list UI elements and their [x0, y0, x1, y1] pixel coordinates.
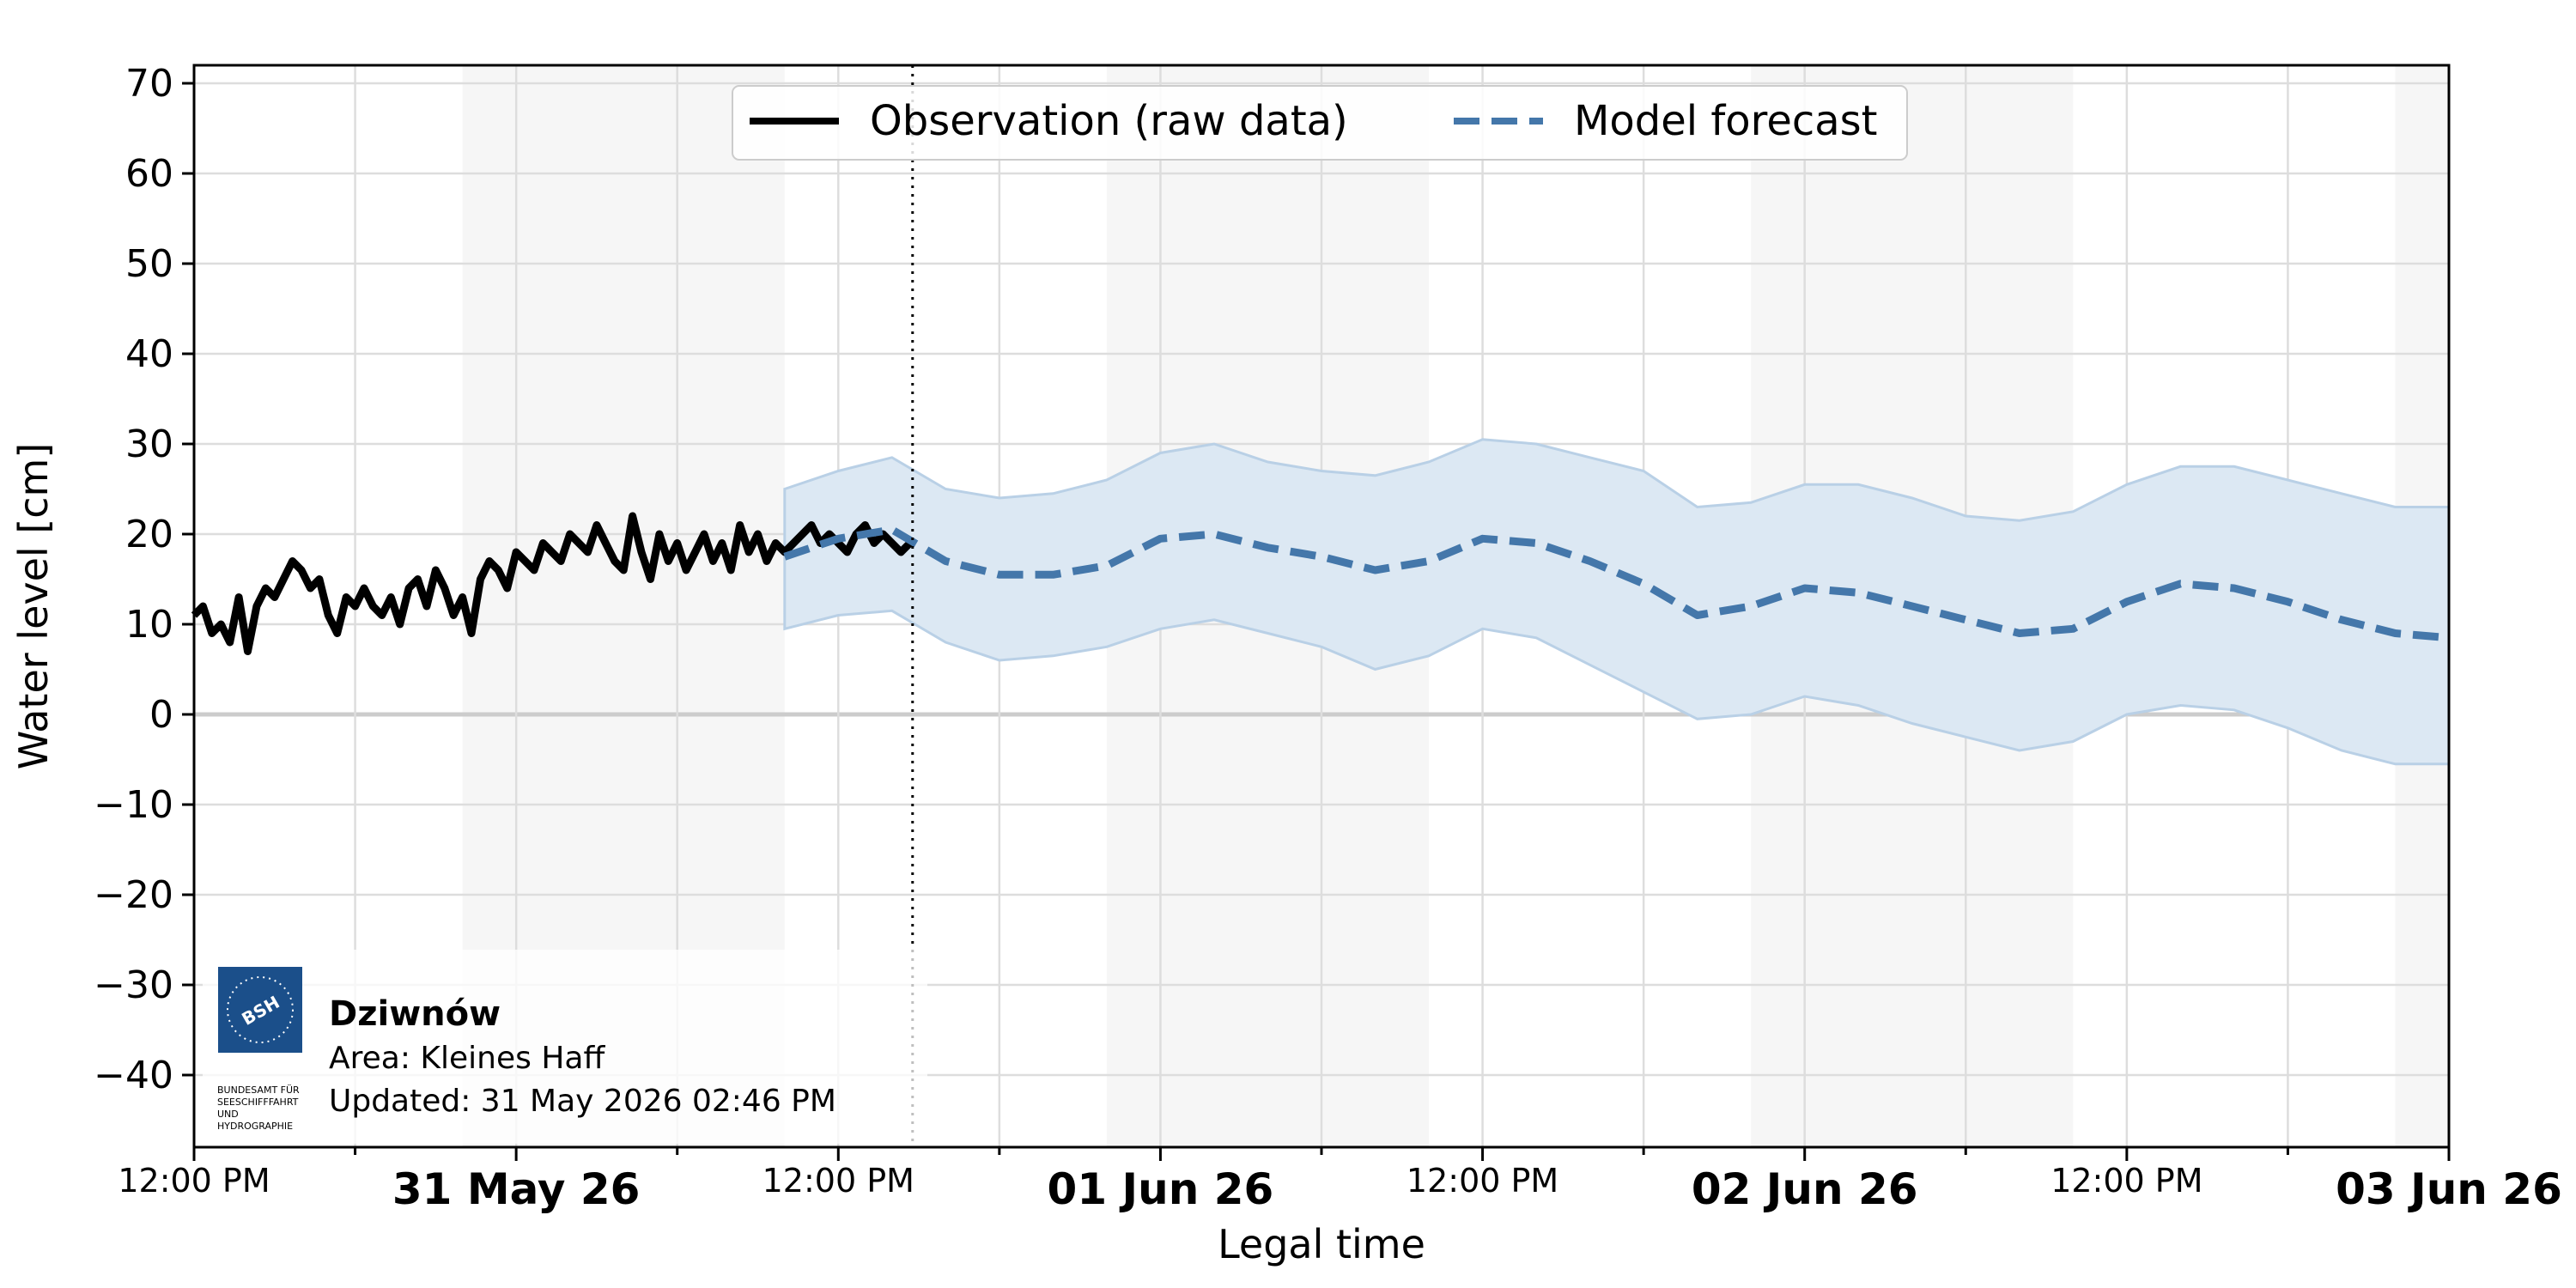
legend-label-forecast: Model forecast [1574, 97, 1877, 145]
legend: Observation (raw data) Model forecast [732, 85, 1908, 161]
y-tick-label-3: 40 [125, 332, 173, 376]
y-axis-title: Water level [cm] [10, 443, 57, 770]
bsh-logo-line-3: UND [217, 1109, 239, 1120]
y-tick-label-2: 50 [125, 242, 173, 286]
y-tick-label-4: 30 [125, 422, 173, 466]
x-tick-label-minor-0: 12:00 PM [118, 1162, 270, 1200]
station-area: Area: Kleines Haff [329, 1041, 605, 1076]
legend-box [732, 85, 1908, 161]
y-tick-label-10: −30 [94, 963, 173, 1007]
y-tick-label-6: 10 [125, 603, 173, 647]
bsh-logo-line-4: HYDROGRAPHIE [217, 1121, 293, 1132]
x-tick-label-minor-2: 12:00 PM [1406, 1162, 1558, 1200]
x-tick-label-minor-3: 12:00 PM [2050, 1162, 2202, 1200]
info-box-background [203, 950, 927, 1144]
forecast-line [783, 526, 2450, 642]
x-tick-label-minor-1: 12:00 PM [762, 1162, 914, 1200]
observation-line [191, 512, 913, 655]
y-tick-label-0: 70 [125, 62, 173, 106]
axis-ticks: 70 60 50 40 30 20 10 0 −10 −20 −30 −40 12:00 PM 12:00… [94, 62, 2562, 1214]
x-tick-label-major-3: 03 Jun 26 [2336, 1164, 2562, 1214]
station-name: Dziwnów [329, 994, 501, 1034]
bsh-logo-square [218, 967, 302, 1053]
station-updated: Updated: 31 May 2026 02:46 PM [329, 1084, 836, 1119]
bsh-logo: BSH BUNDESAMT FÜR SEESCHIFFFAHRT UND HYD… [217, 967, 302, 1132]
bsh-logo-line-2: SEESCHIFFFAHRT [217, 1097, 299, 1108]
legend-label-observation: Observation (raw data) [870, 97, 1348, 145]
x-tick-label-major-1: 01 Jun 26 [1048, 1164, 1274, 1214]
bsh-logo-line-1: BUNDESAMT FÜR [217, 1084, 300, 1096]
x-axis-title: Legal time [1218, 1221, 1425, 1267]
bsh-logo-dotted-circle [227, 976, 294, 1043]
y-tick-label-7: 0 [149, 693, 173, 737]
series-lines [191, 512, 2450, 655]
x-tick-label-major-2: 02 Jun 26 [1692, 1164, 1918, 1214]
y-tick-label-1: 60 [125, 152, 173, 196]
y-tick-label-8: −10 [94, 783, 173, 827]
station-info-box: BSH BUNDESAMT FÜR SEESCHIFFFAHRT UND HYD… [203, 950, 927, 1144]
x-tick-label-major-0: 31 May 26 [392, 1164, 641, 1214]
y-tick-label-5: 20 [125, 513, 173, 556]
y-tick-label-9: −20 [94, 873, 173, 917]
y-tick-label-11: −40 [94, 1054, 173, 1097]
